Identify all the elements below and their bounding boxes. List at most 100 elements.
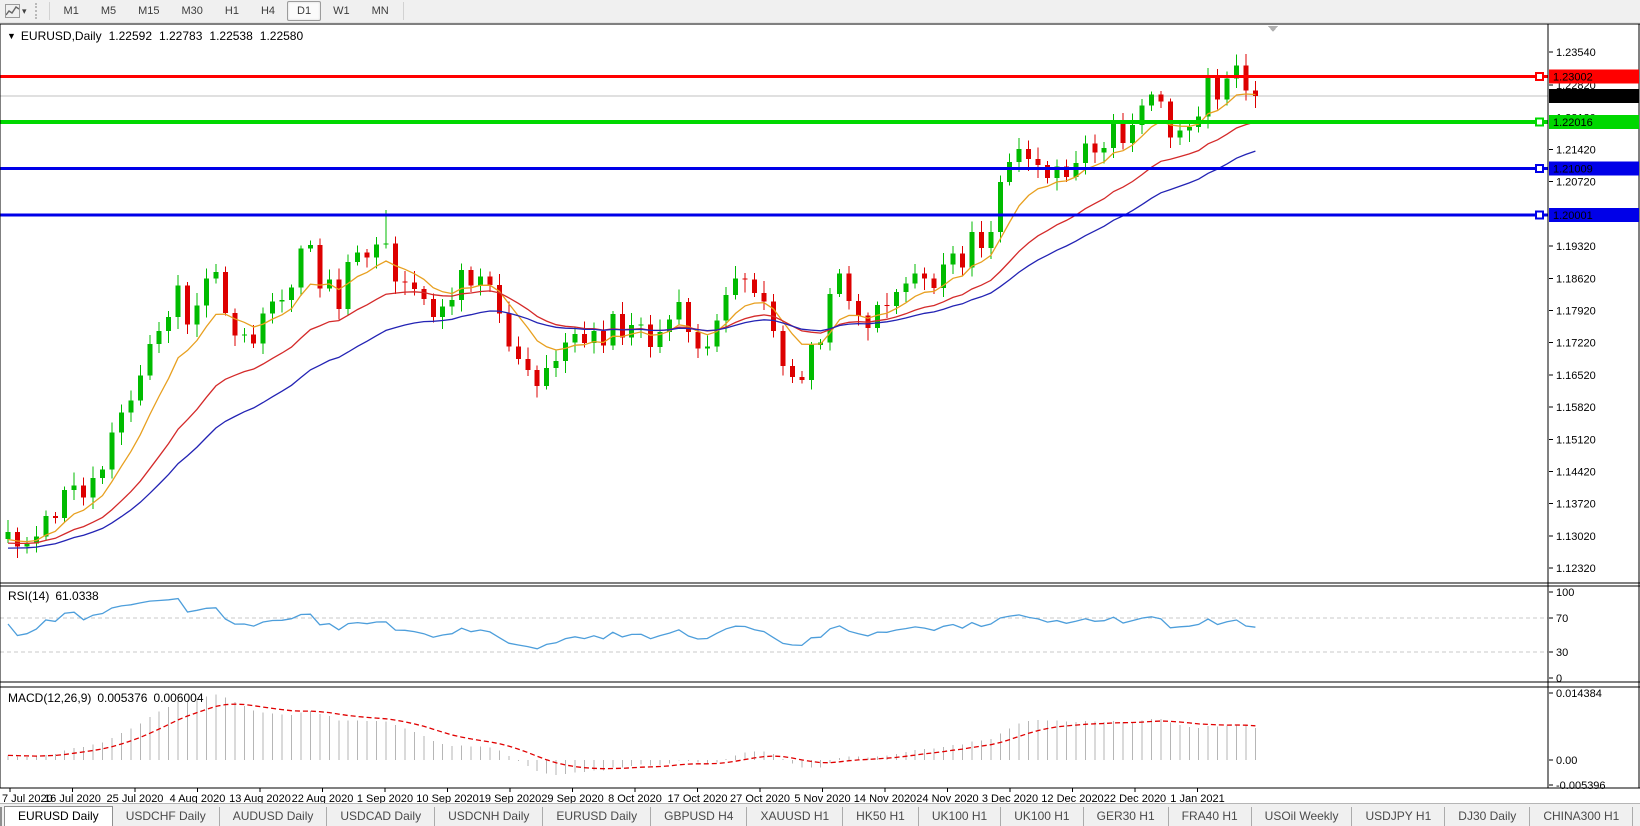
tab-usdjpy-h1[interactable]: USDJPY H1 [1352,807,1446,826]
tab-gbpusd-h4[interactable]: GBPUSD H4 [651,807,748,826]
timeframe-button-h1[interactable]: H1 [224,5,239,17]
line-anchor-square [1535,72,1544,82]
candle-body [723,294,729,321]
candle-body [1073,162,1079,178]
tab-usoil-weekly[interactable]: USOil Weekly [1252,807,1353,826]
price-badge-label: 1.22016 [1553,117,1593,129]
candle-body [1234,65,1239,79]
macd-axis-label: 0.00 [1556,755,1577,767]
price-tick-label: 1.23540 [1556,47,1596,59]
candle-body [941,264,947,288]
tab-dj30-daily[interactable]: DJ30 Daily [1445,807,1531,826]
chart-shift-marker-icon[interactable] [1268,26,1278,32]
timeframe-button-mn[interactable]: MN [371,5,389,17]
timeframe-button-w1[interactable]: W1 [333,5,350,17]
candle-body [685,302,691,333]
price-badge-label: 1.22580 [1553,91,1593,103]
rsi-panel-title: RSI(14) 61.0338 [8,589,99,603]
date-tick-label: 19 Sep 2020 [479,793,541,805]
tab-hk50-h1[interactable]: HK50 H1 [843,807,919,826]
candle-body [1016,149,1022,162]
candle-body [421,288,427,300]
candle-body [81,485,87,498]
candle-body [1054,166,1060,179]
timeframe-button-m30[interactable]: M30 [181,5,203,17]
candle-body [1092,143,1098,153]
candle-body [959,253,965,268]
candle-body [676,302,682,320]
tab-stub[interactable] [0,807,2,826]
tab-ger30-h1[interactable]: GER30 H1 [1084,807,1169,826]
timeframe-button-h4[interactable]: H4 [260,5,276,17]
candle-body [392,243,398,282]
macd-signal-line [7,703,1256,770]
candle-body [62,489,68,518]
timeframe-buttons: M1 M5 M15 M30 H1 H4 D1 W1 MN [53,1,400,21]
candle-body [52,516,58,518]
candle-body [978,231,984,248]
tab-china300-h1[interactable]: CHINA300 H1 [1530,807,1634,826]
tab-audusd-daily[interactable]: AUDUSD Daily [220,807,328,826]
candle-body [950,253,956,265]
candle-body [194,305,200,325]
tab-eurusd-daily[interactable]: EURUSD Daily [4,806,113,826]
toolbar-grip-handle[interactable] [34,3,42,19]
rsi-layer: 100 70 30 0 [0,587,1574,685]
candle-body [364,252,370,258]
price-tick-label: 1.17220 [1556,338,1596,350]
candle-body [185,285,191,325]
candle-body [761,293,767,302]
candle-body [137,375,143,401]
candle-body [90,477,96,498]
candle-body [742,278,748,280]
tab-fra40-h1[interactable]: FRA40 H1 [1169,807,1252,826]
collapse-triangle-icon[interactable]: ▼ [7,31,16,41]
tab-usoil[interactable]: USOil [1633,807,1640,826]
tab-uk100-h1[interactable]: UK100 H1 [919,807,1002,826]
date-tick-label: 7 Jul 2020 [2,793,53,805]
tab-eurusd-daily[interactable]: EURUSD Daily [543,807,652,826]
symbol-period-label: EURUSD,Daily [20,29,102,43]
main-chart-plot[interactable] [0,24,1640,583]
date-tick-label: 27 Oct 2020 [730,793,790,805]
line-anchor-square [1535,163,1544,173]
candle-body [166,316,172,331]
date-tick-label: 17 Oct 2020 [668,793,728,805]
candle-body [411,282,417,289]
horizontal-lines-layer[interactable] [0,72,1548,220]
chevron-down-icon[interactable]: ▾ [22,5,27,16]
candle-body [336,279,342,310]
rsi-plot[interactable] [0,586,1640,682]
candle-body [128,400,134,413]
price-tick-label: 1.18620 [1556,273,1596,285]
tab-usdcad-daily[interactable]: USDCAD Daily [327,807,436,826]
candle-body [1177,130,1183,138]
price-badge-label: 1.20001 [1553,210,1593,222]
timeframe-button-m15[interactable]: M15 [138,5,160,17]
price-tick-label: 1.15820 [1556,402,1596,414]
chart-cursor-icon[interactable] [3,3,21,19]
tab-usdcnh-daily[interactable]: USDCNH Daily [435,807,544,826]
candle-body [1101,148,1107,153]
candle-body [931,278,937,288]
rsi-axis-label: 100 [1556,587,1574,599]
price-badge [1549,115,1639,130]
rsi-line [7,597,1256,650]
price-tick-label: 1.13020 [1556,531,1596,543]
timeframe-button-m5[interactable]: M5 [100,5,117,17]
price-badges: 1.23002 1.22016 1.21009 1.20001 1.22580 [1549,69,1639,222]
price-badge [1549,69,1639,84]
timeframe-button-m1[interactable]: M1 [63,5,79,17]
ma-slow-line [7,150,1256,549]
tab-usdchf-daily[interactable]: USDCHF Daily [113,807,220,826]
timeframe-button-d1[interactable]: D1 [287,1,322,21]
ohlc-high: 1.22783 [159,29,203,43]
tab-uk100-h1[interactable]: UK100 H1 [1001,807,1084,826]
candle-body [1082,143,1088,163]
macd-plot[interactable] [0,687,1640,788]
candle-body [638,324,644,326]
ma-fast-line [7,93,1256,543]
tab-xauusd-h1[interactable]: XAUUSD H1 [747,807,844,826]
